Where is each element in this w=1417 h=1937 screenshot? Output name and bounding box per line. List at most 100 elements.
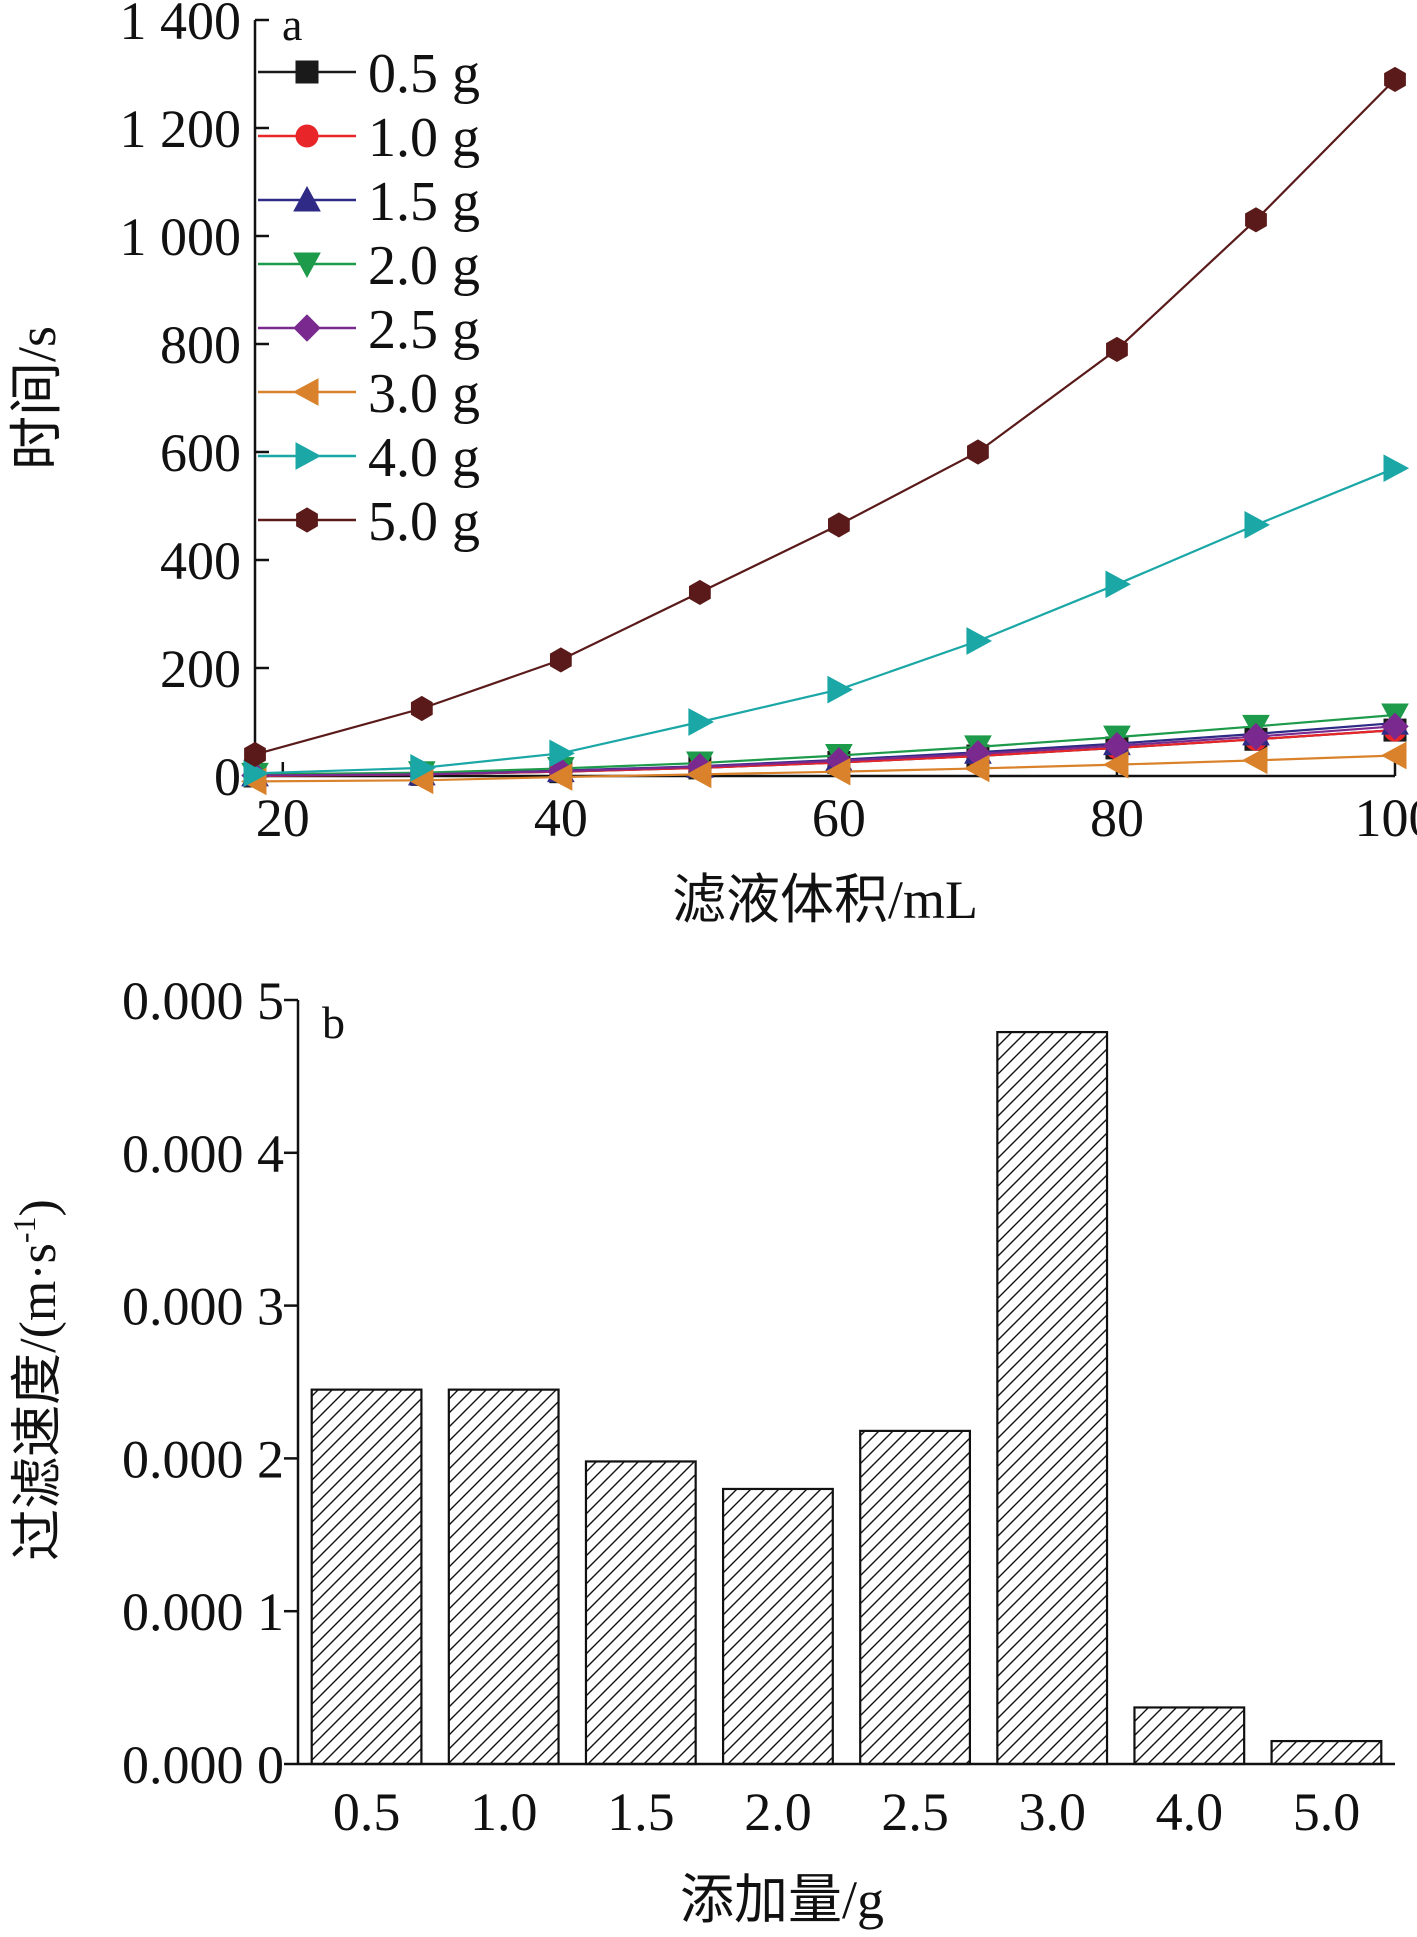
chart-a-legend-entry: 2.0 g xyxy=(258,235,480,297)
chart-b-y-axis-title-suffix: ) xyxy=(10,1199,67,1216)
chart-a-x-axis-title: 滤液体积/mL xyxy=(672,870,978,930)
chart-a-data-point xyxy=(685,760,712,789)
chart-a-data-point xyxy=(1244,511,1271,539)
chart-a-data-point xyxy=(1383,454,1410,483)
chart-b-y-axis-title-main: 过滤速度/(m·s xyxy=(10,1243,67,1561)
chart-b-y-axis-title: 过滤速度/(m·s-1) xyxy=(6,1199,67,1561)
chart-a-legend-entry: 0.5 g xyxy=(258,43,480,105)
chart-a-legend-label: 4.0 g xyxy=(368,427,480,489)
chart-a-legend-entry: 1.0 g xyxy=(258,107,480,169)
chart-a-data-point xyxy=(824,757,851,786)
chart-a-x-tick-label: 60 xyxy=(812,788,866,848)
chart-a-legend-marker xyxy=(295,60,319,84)
chart-b-bar xyxy=(1270,1739,1383,1766)
chart-b-x-tick-label: 1.0 xyxy=(470,1782,538,1842)
chart-b-y-tick-label: 0.000 0 xyxy=(122,1735,284,1795)
chart-a-y-tick-label: 1 000 xyxy=(120,207,242,267)
chart-a-data-point xyxy=(410,754,436,782)
chart-b-x-tick-label: 1.5 xyxy=(607,1782,675,1842)
chart-b-bar xyxy=(859,1429,972,1766)
chart-a-legend-label: 1.0 g xyxy=(368,107,480,169)
chart-a-x-tick-label: 20 xyxy=(256,788,310,848)
chart-a-legend-entry: 2.5 g xyxy=(258,299,480,361)
chart-a-panel-label: a xyxy=(282,0,302,50)
chart-a-legend-entry: 5.0 g xyxy=(258,491,480,553)
chart-a-legend-label: 3.0 g xyxy=(368,363,480,425)
chart-b-y-axis-title-superscript: -1 xyxy=(6,1216,42,1243)
chart-b-x-tick-label: 0.5 xyxy=(333,1782,401,1842)
chart-b-y-tick-label: 0.000 1 xyxy=(122,1582,284,1642)
chart-a-data-point xyxy=(1241,746,1268,775)
chart-a-data-point xyxy=(410,695,433,722)
chart-b-axes xyxy=(296,1000,1395,1766)
chart-a-legend-entry: 4.0 g xyxy=(258,427,480,489)
chart-a-data-point xyxy=(966,627,992,655)
chart-a-legend: 0.5 g1.0 g1.5 g2.0 g2.5 g3.0 g4.0 g5.0 g xyxy=(258,43,480,553)
chart-b-x-axis-title: 添加量/g xyxy=(680,1870,884,1930)
chart-a-series-6 xyxy=(243,454,1410,788)
chart-a-legend-entry: 3.0 g xyxy=(258,363,480,425)
chart-a-y-axis-title: 时间/s xyxy=(7,326,67,470)
chart-a-data-point xyxy=(1384,66,1406,92)
chart-a-data-point xyxy=(1102,750,1129,779)
chart-b-y-tick-label: 0.000 2 xyxy=(122,1429,284,1489)
chart-a-data-point xyxy=(1242,722,1270,751)
chart-a-y-tick-label: 1 200 xyxy=(120,99,242,159)
chart-a-data-point xyxy=(963,754,990,783)
chart-a-y-ticks: 0 200 400 600 800 1 000 1 200 1 400 xyxy=(120,0,269,807)
chart-a-y-tick-label: 0 xyxy=(214,747,241,807)
chart-a-x-tick-label: 40 xyxy=(534,788,588,848)
chart-a-data-point xyxy=(827,675,853,704)
chart-a-legend-label: 5.0 g xyxy=(368,491,480,553)
chart-a-data-point xyxy=(243,759,270,788)
chart-b-y-tick-label: 0.000 4 xyxy=(122,1124,284,1184)
chart-b-bar xyxy=(1133,1706,1246,1766)
chart-a-series xyxy=(240,66,1410,796)
chart-a-legend-entry: 1.5 g xyxy=(258,171,480,233)
chart-a-legend-label: 2.0 g xyxy=(368,235,480,297)
chart-a-data-point xyxy=(549,647,572,673)
chart-a-legend-marker xyxy=(293,185,321,212)
chart-b-panel-label: b xyxy=(322,997,345,1048)
chart-b-y-tick-label: 0.000 3 xyxy=(122,1277,284,1337)
chart-a-data-point xyxy=(688,708,714,736)
chart-a-legend-marker xyxy=(295,124,319,148)
chart-b-bar xyxy=(310,1388,423,1766)
chart-a-series-5 xyxy=(240,741,1407,796)
chart-b-bar xyxy=(721,1487,834,1766)
chart-b: 0.000 0 0.000 1 0.000 2 0.000 3 0.000 4 0.000… xyxy=(6,971,1395,1930)
chart-a-data-point xyxy=(1245,207,1267,233)
chart-a-data-point xyxy=(1105,570,1132,599)
chart-a-y-tick-label: 1 400 xyxy=(120,0,242,51)
chart-a-y-tick-label: 600 xyxy=(160,423,241,483)
chart-a-y-tick-label: 800 xyxy=(160,315,241,375)
chart-a-y-tick-label: 400 xyxy=(160,531,241,591)
chart-a-legend-marker xyxy=(296,507,318,533)
chart-b-bar xyxy=(584,1460,697,1766)
chart-a-legend-marker xyxy=(293,314,321,342)
chart-b-x-ticks: 0.5 1.0 1.5 2.0 2.5 3.0 4.0 5.0 xyxy=(333,1782,1360,1842)
chart-b-x-tick-label: 5.0 xyxy=(1293,1782,1361,1842)
chart-b-x-tick-label: 2.0 xyxy=(744,1782,812,1842)
chart-a-data-point xyxy=(546,763,573,791)
chart-a-legend-marker xyxy=(293,252,321,279)
chart-a-data-point xyxy=(967,439,989,465)
chart-b-x-tick-label: 4.0 xyxy=(1156,1782,1224,1842)
chart-b-y-tick-label: 0.000 5 xyxy=(122,971,284,1031)
chart-b-bar xyxy=(447,1388,560,1766)
chart-a-legend-label: 2.5 g xyxy=(368,299,480,361)
chart-a-legend-label: 0.5 g xyxy=(368,43,480,105)
chart-b-y-ticks: 0.000 0 0.000 1 0.000 2 0.000 3 0.000 4 0.000… xyxy=(122,971,298,1795)
chart-a-data-point xyxy=(688,579,711,605)
chart-b-bar xyxy=(996,1030,1109,1766)
chart-a-legend-marker xyxy=(295,442,322,470)
chart-a-x-tick-label: 100 xyxy=(1355,788,1417,848)
chart-a-axes xyxy=(253,20,1395,778)
chart-a-data-point xyxy=(1106,336,1128,362)
chart-a-y-tick-label: 200 xyxy=(160,639,241,699)
chart-a-data-point xyxy=(828,512,850,538)
chart-b-x-tick-label: 2.5 xyxy=(881,1782,949,1842)
chart-a: 0 200 400 600 800 1 000 1 200 1 400 20 40 60 80 10 0… xyxy=(7,0,1417,930)
chart-a-series-7 xyxy=(244,66,1406,767)
